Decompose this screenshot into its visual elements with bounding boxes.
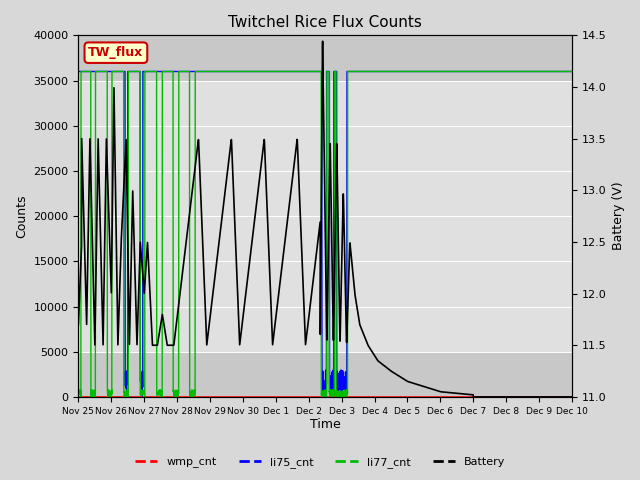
X-axis label: Time: Time [310,419,340,432]
Y-axis label: Battery (V): Battery (V) [612,182,625,251]
Title: Twitchel Rice Flux Counts: Twitchel Rice Flux Counts [228,15,422,30]
Y-axis label: Counts: Counts [15,194,28,238]
Bar [79,81,572,352]
Text: TW_flux: TW_flux [88,46,143,59]
Legend: wmp_cnt, li75_cnt, li77_cnt, Battery: wmp_cnt, li75_cnt, li77_cnt, Battery [131,452,509,472]
